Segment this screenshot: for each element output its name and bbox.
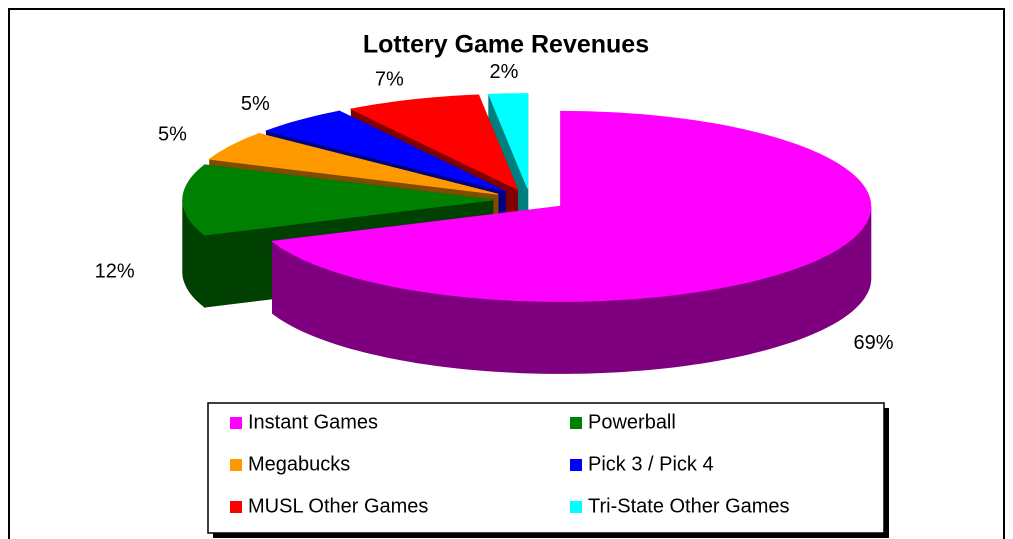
slice-top	[182, 164, 493, 236]
legend-swatch	[570, 459, 582, 471]
legend-label: Instant Games	[248, 411, 378, 433]
slice-top	[349, 94, 519, 191]
slice-top	[488, 93, 529, 189]
legend-swatch	[230, 501, 242, 513]
legend-swatch	[570, 501, 582, 513]
legend-label: Pick 3 / Pick 4	[588, 453, 714, 475]
legend-swatch	[570, 417, 582, 429]
legend-label: MUSL Other Games	[248, 495, 428, 517]
legend	[207, 402, 885, 534]
slice	[271, 110, 872, 374]
data-label: 7%	[375, 69, 404, 91]
data-label: 5%	[241, 93, 270, 115]
data-label: 2%	[489, 61, 518, 83]
chart-title: Lottery Game Revenues	[363, 31, 649, 59]
legend-swatch	[230, 459, 242, 471]
data-label: 69%	[854, 332, 894, 354]
data-label: 5%	[158, 123, 187, 145]
legend-label: Tri-State Other Games	[588, 495, 790, 517]
slice-top	[271, 110, 872, 302]
legend-label: Megabucks	[248, 453, 350, 475]
legend-label: Powerball	[588, 411, 676, 433]
data-label: 12%	[95, 260, 135, 282]
slice-top	[208, 133, 499, 195]
legend-swatch	[230, 417, 242, 429]
slice-top	[264, 110, 506, 192]
